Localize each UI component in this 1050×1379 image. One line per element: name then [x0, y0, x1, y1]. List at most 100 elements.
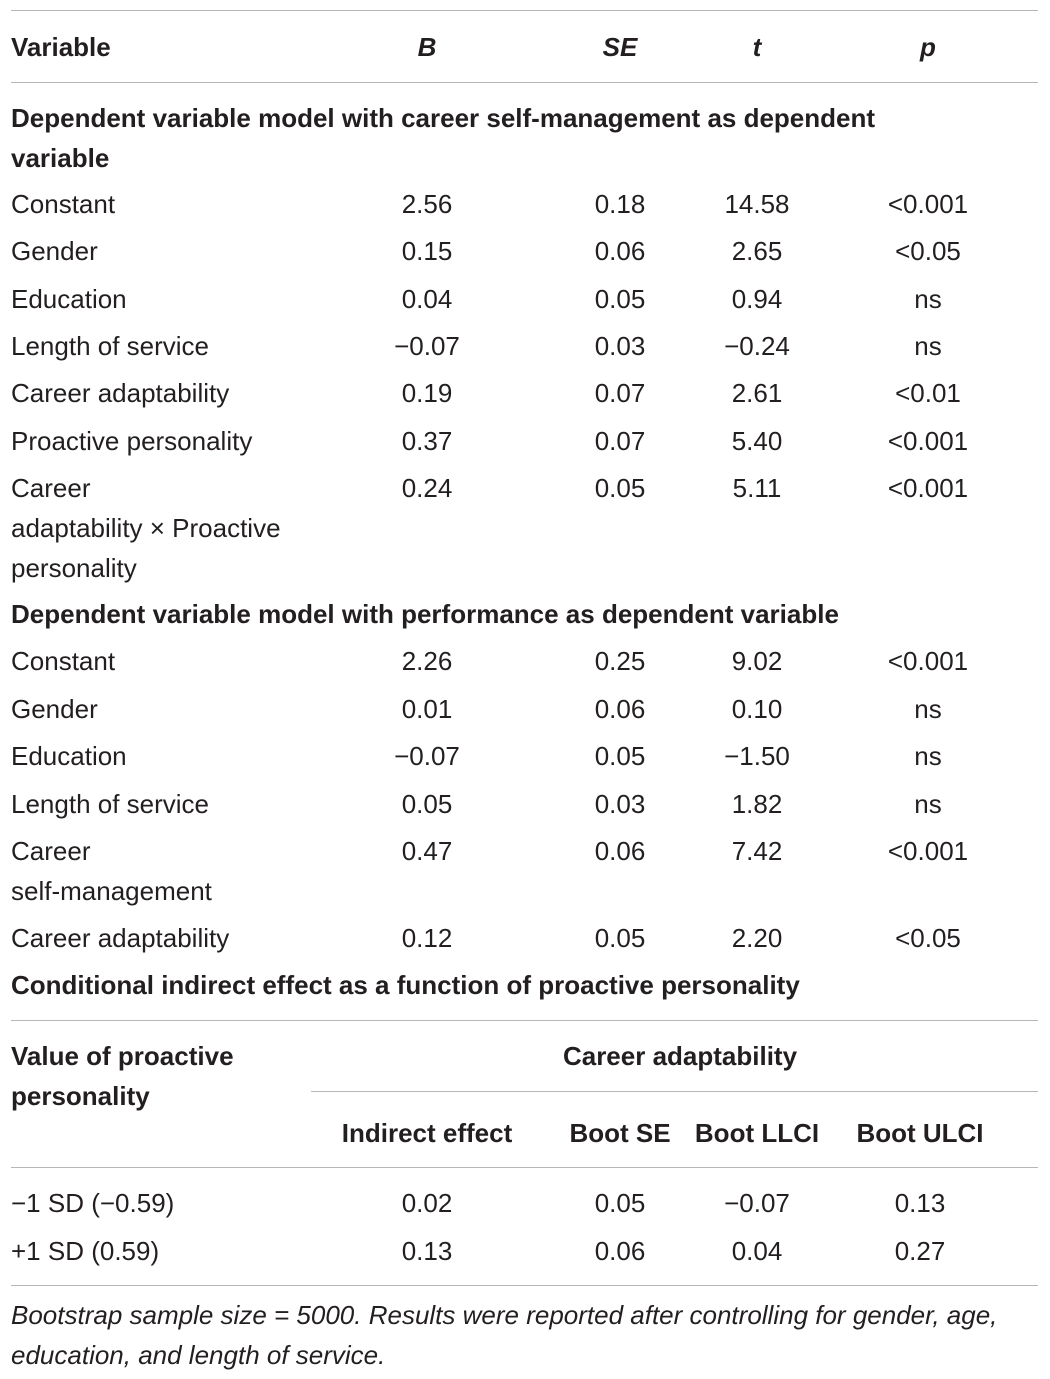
- row-b: 0.47: [401, 836, 453, 866]
- row-se: 0.06: [594, 836, 646, 866]
- row-variable: Education: [11, 284, 127, 314]
- row-p: <0.05: [895, 923, 961, 953]
- row-b: 0.19: [401, 378, 453, 408]
- row-se: 0.18: [594, 189, 646, 219]
- row-variable: Proactive personality: [11, 426, 253, 456]
- row-b: 0.12: [401, 923, 453, 953]
- row-t: 7.42: [731, 836, 783, 866]
- row-se: 0.25: [594, 646, 646, 676]
- section2-title: Dependent variable model with performanc…: [11, 599, 839, 629]
- row-t: 2.65: [731, 236, 783, 266]
- section3-title: Conditional indirect effect as a functio…: [11, 970, 800, 1000]
- row-t: 0.10: [731, 694, 783, 724]
- row-t: 5.40: [731, 426, 783, 456]
- header-p: p: [920, 32, 936, 62]
- row-b: 0.01: [401, 694, 453, 724]
- value-header: Value of proactive personality: [11, 1036, 234, 1116]
- top-rule: [11, 10, 1038, 11]
- sub-header-boot-se: Boot SE: [569, 1118, 671, 1148]
- row-se: 0.07: [594, 378, 646, 408]
- row-p: ns: [914, 331, 942, 361]
- row-variable: Constant: [11, 189, 116, 219]
- row-t: −1.50: [724, 741, 790, 771]
- row-t: 2.20: [731, 923, 783, 953]
- row-value: +1 SD (0.59): [11, 1236, 160, 1266]
- row-variable: Length of service: [11, 331, 210, 361]
- bottom-rule: [11, 1285, 1038, 1286]
- row-t: 1.82: [731, 789, 783, 819]
- row-se: 0.05: [594, 741, 646, 771]
- row-se: 0.03: [594, 789, 646, 819]
- row-se: 0.07: [594, 426, 646, 456]
- row-p: ns: [914, 741, 942, 771]
- row-b: −0.07: [394, 741, 460, 771]
- section1-title-line2: variable: [11, 143, 110, 173]
- row-t: 9.02: [731, 646, 783, 676]
- value-header-line1: Value of proactive: [11, 1041, 234, 1071]
- row-t: 0.94: [731, 284, 783, 314]
- row-b: 2.56: [401, 189, 453, 219]
- row-indirect: 0.02: [401, 1188, 453, 1218]
- row-p: <0.001: [887, 646, 969, 676]
- row-t: 14.58: [724, 189, 790, 219]
- row-se: 0.03: [594, 331, 646, 361]
- row-b: 0.04: [401, 284, 453, 314]
- row-variable: Length of service: [11, 789, 210, 819]
- row-b: 0.15: [401, 236, 453, 266]
- row-variable: Gender: [11, 694, 98, 724]
- row-b: 0.05: [401, 789, 453, 819]
- row-t: 2.61: [731, 378, 783, 408]
- row-se: 0.06: [594, 236, 646, 266]
- header-t: t: [752, 32, 762, 62]
- group-header: Career adaptability: [562, 1041, 798, 1071]
- row-p: ns: [914, 694, 942, 724]
- row-variable: Gender: [11, 236, 98, 266]
- row-boot-se: 0.06: [594, 1236, 646, 1266]
- sub-header-indirect: Indirect effect: [341, 1118, 513, 1148]
- row-p: ns: [914, 789, 942, 819]
- row-variable: Constant: [11, 646, 116, 676]
- row-b: 2.26: [401, 646, 453, 676]
- row-se: 0.05: [594, 284, 646, 314]
- row-value: −1 SD (−0.59): [11, 1188, 175, 1218]
- row-variable: Education: [11, 741, 127, 771]
- row-se: 0.06: [594, 694, 646, 724]
- header-b: B: [417, 32, 437, 62]
- row-boot-se: 0.05: [594, 1188, 646, 1218]
- table-footnote: Bootstrap sample size = 5000. Results we…: [11, 1300, 998, 1370]
- row-b: −0.07: [394, 331, 460, 361]
- row-variable-line3: personality: [11, 553, 137, 583]
- group-header-rule: [311, 1091, 1038, 1092]
- row-b: 0.24: [401, 473, 453, 503]
- row-p: <0.001: [887, 426, 969, 456]
- value-header-line2: personality: [11, 1081, 150, 1111]
- row-ulci: 0.13: [894, 1188, 946, 1218]
- header-se: SE: [602, 32, 638, 62]
- row-llci: 0.04: [731, 1236, 783, 1266]
- row-variable: Career adaptability: [11, 923, 230, 953]
- row-variable: Career adaptability: [11, 378, 230, 408]
- row-p: ns: [914, 284, 942, 314]
- header-rule: [11, 82, 1038, 83]
- row-p: <0.01: [895, 378, 961, 408]
- sub-header-rule: [11, 1167, 1038, 1168]
- row-p: <0.001: [887, 836, 969, 866]
- row-variable-line1: Career: [11, 836, 91, 866]
- sub-header-ulci: Boot ULCI: [856, 1118, 984, 1148]
- row-t: −0.24: [724, 331, 790, 361]
- sub-header-llci: Boot LLCI: [694, 1118, 820, 1148]
- row-t: 5.11: [732, 473, 782, 503]
- row-indirect: 0.13: [401, 1236, 453, 1266]
- row-variable-line1: Career: [11, 473, 91, 503]
- row-p: <0.001: [887, 473, 969, 503]
- row-variable-line2: adaptability × Proactive: [11, 513, 281, 543]
- row-llci: −0.07: [724, 1188, 790, 1218]
- section1-title-line1: Dependent variable model with career sel…: [11, 103, 876, 133]
- section1-title: Dependent variable model with career sel…: [11, 98, 875, 178]
- row-b: 0.37: [401, 426, 453, 456]
- row-ulci: 0.27: [894, 1236, 946, 1266]
- section3-rule: [11, 1020, 1038, 1021]
- row-variable-line2: self-management: [11, 876, 212, 906]
- header-variable: Variable: [11, 32, 111, 62]
